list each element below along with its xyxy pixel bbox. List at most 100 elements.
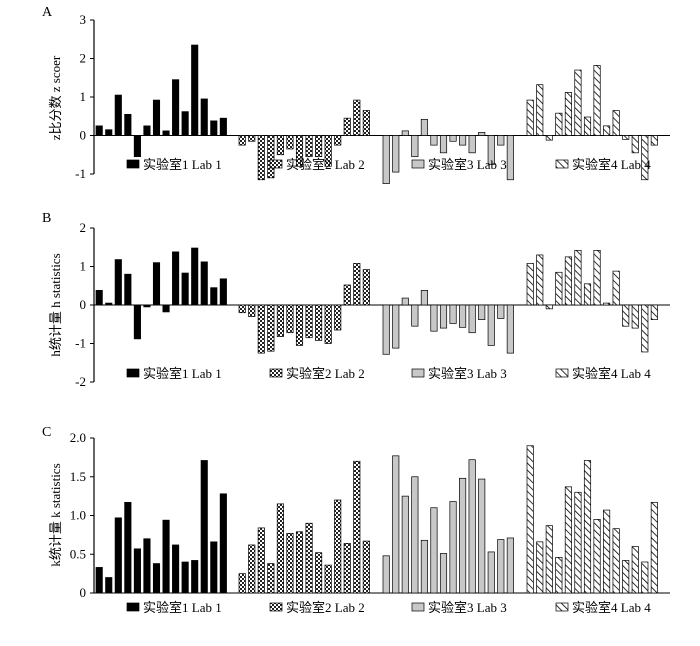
legend-swatch-lab1 <box>126 159 140 169</box>
bar-lab2 <box>362 110 370 136</box>
legend-label-lab4: 实验室4 Lab 4 <box>572 157 651 172</box>
bar-lab4 <box>545 135 553 141</box>
bar-lab2 <box>248 304 256 317</box>
bar-lab3 <box>382 304 390 355</box>
bar-lab4 <box>641 304 649 353</box>
bar-lab2 <box>353 460 361 594</box>
bar-lab1 <box>181 272 189 306</box>
bar-lab4 <box>593 65 601 136</box>
bar-lab1 <box>162 130 170 136</box>
bar-lab3 <box>506 135 514 181</box>
bar-lab1 <box>172 79 180 136</box>
y-tick-label: 1 <box>80 89 87 104</box>
bar-lab3 <box>497 304 505 319</box>
bar-lab3 <box>487 551 495 594</box>
bar-lab4 <box>564 486 572 594</box>
bar-lab1 <box>124 501 132 594</box>
bar-lab1 <box>191 44 199 136</box>
bar-lab3 <box>411 476 419 594</box>
bar-lab1 <box>162 519 170 594</box>
legend-label-lab3: 实验室3 Lab 3 <box>428 600 507 615</box>
bar-lab3 <box>430 304 438 332</box>
bar-lab2 <box>315 304 323 341</box>
legend: 实验室1 Lab 1 实验室2 Lab 2 实验室3 Lab 3 实验室4 Lab 4 <box>126 157 651 172</box>
bar-lab3 <box>449 304 457 324</box>
bar-lab1 <box>200 98 208 136</box>
bar-lab2 <box>238 135 246 146</box>
bar-lab4 <box>574 249 582 306</box>
bar-lab1 <box>133 548 141 594</box>
bar-lab3 <box>459 304 467 328</box>
panel-letter: A <box>42 5 53 20</box>
y-tick-label: 1 <box>80 259 87 274</box>
bar-lab4 <box>641 135 649 181</box>
bar-lab4 <box>545 525 553 594</box>
bar-lab3 <box>449 135 457 142</box>
bar-lab4 <box>650 304 658 320</box>
bar-lab3 <box>459 135 467 146</box>
bar-lab4 <box>622 560 630 594</box>
bar-lab2 <box>267 135 275 179</box>
bar-lab4 <box>583 116 592 136</box>
bar-lab1 <box>143 538 151 594</box>
legend-label-lab2: 实验室2 Lab 2 <box>286 157 365 172</box>
legend-swatch-lab4 <box>555 368 569 378</box>
legend-label-lab3: 实验室3 Lab 3 <box>428 157 507 172</box>
legend-swatch-lab1 <box>126 602 140 612</box>
bar-lab1 <box>105 577 113 594</box>
bar-lab4 <box>603 509 611 594</box>
bar-lab1 <box>143 125 151 136</box>
bar-lab4 <box>564 92 572 136</box>
y-tick-label: 3 <box>80 12 87 27</box>
bar-lab1 <box>133 135 141 158</box>
bar-lab4 <box>603 302 611 306</box>
bar-lab4 <box>536 541 544 594</box>
bar-lab2 <box>257 304 265 354</box>
bar-lab1 <box>200 460 208 594</box>
bar-lab2 <box>334 304 342 331</box>
bar-lab1 <box>152 99 161 136</box>
bar-lab1 <box>172 544 180 594</box>
bar-lab1 <box>172 251 180 306</box>
bar-lab1 <box>143 304 151 308</box>
panel-letter: B <box>42 211 51 226</box>
y-tick-label: 0.5 <box>70 546 86 561</box>
bar-lab4 <box>641 561 649 594</box>
bar-lab1 <box>219 493 227 594</box>
legend-label-lab3: 实验室3 Lab 3 <box>428 366 507 381</box>
bar-lab4 <box>593 249 601 306</box>
bar-lab2 <box>248 135 256 142</box>
bar-lab1 <box>124 113 132 136</box>
bar-lab1 <box>114 259 122 306</box>
bar-lab1 <box>95 290 103 306</box>
bar-lab3 <box>497 135 505 146</box>
bar-lab3 <box>401 130 409 136</box>
bar-lab1 <box>95 125 103 136</box>
bar-lab1 <box>181 561 189 594</box>
bar-lab2 <box>286 532 294 594</box>
bar-lab4 <box>536 254 544 306</box>
bar-lab3 <box>468 304 476 334</box>
bar-lab4 <box>583 283 592 306</box>
y-tick-label: -1 <box>75 336 86 351</box>
bar-lab2 <box>353 99 361 136</box>
legend-label-lab1: 实验室1 Lab 1 <box>143 157 222 172</box>
bar-lab1 <box>105 129 113 136</box>
legend-swatch-lab3 <box>411 159 425 169</box>
bar-lab2 <box>295 531 304 594</box>
bar-lab3 <box>430 135 438 146</box>
bar-lab4 <box>631 546 639 594</box>
bar-lab4 <box>555 271 563 306</box>
bar-lab3 <box>420 118 428 136</box>
bar-lab1 <box>124 273 132 306</box>
bar-lab1 <box>95 567 103 594</box>
bar-lab4 <box>526 263 534 306</box>
bar-lab4 <box>564 256 572 306</box>
bar-lab2 <box>248 544 256 594</box>
bar-lab1 <box>219 117 227 136</box>
bar-lab2 <box>305 304 313 339</box>
bar-lab4 <box>526 445 534 594</box>
bar-lab4 <box>574 491 582 594</box>
bar-lab4 <box>593 519 601 594</box>
